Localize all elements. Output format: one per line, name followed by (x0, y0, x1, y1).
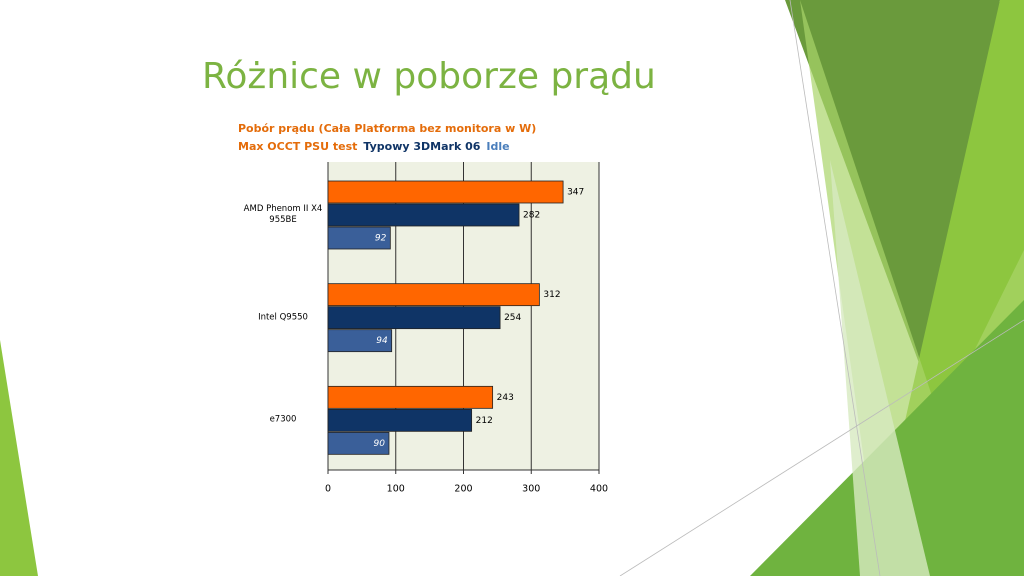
value-label: 282 (523, 211, 540, 221)
value-label: 212 (476, 416, 493, 426)
x-tick-label: 300 (522, 484, 540, 495)
value-label: 312 (543, 290, 560, 300)
bar (327, 306, 501, 330)
legend-entry: Idle (486, 140, 509, 153)
bar (327, 283, 540, 307)
bar (327, 431, 390, 455)
value-label: 347 (567, 188, 584, 198)
slide-title: Różnice w poborze prądu (202, 56, 656, 97)
value-label: 94 (376, 336, 388, 346)
bar (327, 203, 520, 227)
bar (327, 385, 494, 409)
decoration (830, 160, 930, 576)
value-label: 92 (375, 234, 387, 244)
bar (327, 329, 393, 353)
x-tick-label: 400 (590, 484, 608, 495)
y-tick-label: Intel Q9550 (258, 312, 308, 323)
bar (327, 408, 473, 432)
x-tick-label: 100 (387, 484, 405, 495)
legend-entry: Max OCCT PSU test (238, 140, 357, 153)
decoration (0, 340, 38, 576)
legend-entry: Typowy 3DMark 06 (363, 140, 480, 153)
y-tick-label: e7300 (269, 414, 297, 425)
x-tick-label: 200 (454, 484, 472, 495)
bar (327, 180, 564, 204)
value-label: 243 (497, 393, 514, 403)
chart-title: Pobór prądu (Cała Platforma bez monitora… (238, 122, 536, 135)
y-tick-label: AMD Phenom II X4 955BE (243, 204, 323, 225)
value-label: 90 (374, 439, 386, 449)
bar (327, 226, 391, 250)
x-tick-label: 0 (325, 484, 331, 495)
decoration (619, 319, 1024, 576)
decoration (789, 0, 881, 576)
value-label: 254 (504, 313, 521, 323)
